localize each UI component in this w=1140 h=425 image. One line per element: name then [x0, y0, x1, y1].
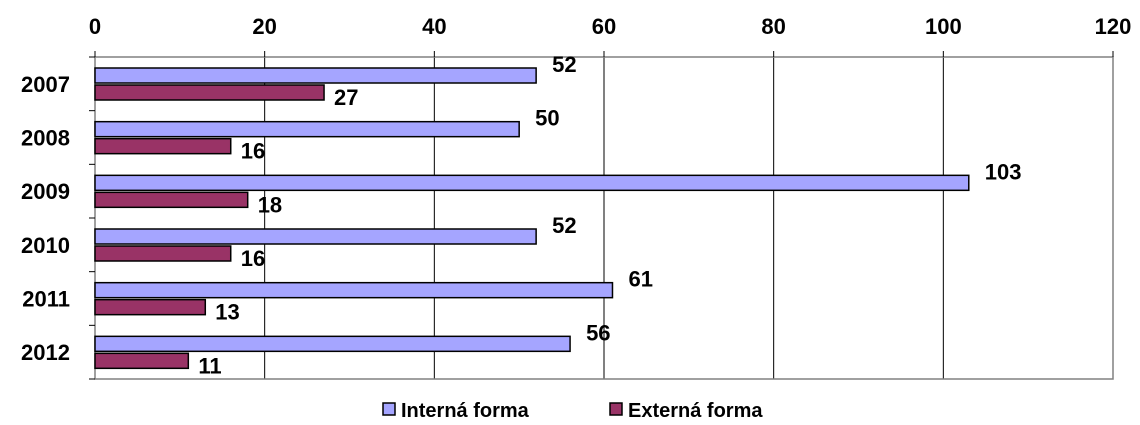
bars	[94, 67, 970, 370]
legend-label: Externá forma	[628, 400, 763, 422]
data-label: 52	[552, 52, 576, 77]
category-label: 2010	[21, 233, 70, 258]
data-label: 103	[985, 159, 1022, 184]
x-tick-label: 120	[1095, 14, 1132, 39]
bar-interna	[94, 67, 537, 84]
data-label: 13	[215, 300, 239, 325]
x-axis-ticks: 0 20 40 60 80 100 120	[89, 14, 1132, 380]
bar-externa	[94, 137, 232, 155]
bar-interna	[94, 335, 571, 353]
x-tick-label: 40	[422, 14, 446, 39]
data-label: 50	[535, 106, 559, 131]
x-tick-label: 0	[89, 14, 101, 39]
bar-externa	[94, 352, 190, 370]
bar-interna	[94, 120, 520, 138]
data-label: 52	[552, 213, 576, 238]
x-tick-label: 100	[925, 14, 962, 39]
category-label: 2012	[21, 340, 70, 365]
data-label: 16	[241, 246, 265, 271]
category-label: 2007	[21, 72, 70, 97]
legend-swatch	[382, 402, 396, 416]
bar-interna	[94, 281, 614, 299]
bar-externa	[94, 191, 249, 209]
x-tick-label: 60	[592, 14, 616, 39]
x-tick-label: 80	[761, 14, 785, 39]
bar-interna	[94, 228, 537, 245]
data-label: 11	[198, 353, 221, 378]
data-label: 16	[241, 139, 265, 164]
data-label: 61	[628, 267, 652, 292]
grid-lines	[264, 57, 944, 379]
category-label: 2011	[22, 287, 70, 312]
legend-swatch	[609, 402, 623, 416]
category-label: 2008	[21, 126, 70, 151]
data-label: 56	[586, 320, 610, 345]
legend-label: Interná forma	[401, 400, 530, 422]
data-label: 27	[334, 85, 358, 110]
x-tick-label: 20	[252, 14, 276, 39]
data-labels: 52 50 103 52 61 56 27 16 18 16 13 11	[198, 52, 1021, 378]
legend: Interná forma Externá forma	[382, 400, 763, 422]
bar-externa	[94, 245, 232, 262]
category-label: 2009	[21, 179, 70, 204]
data-label: 18	[258, 192, 282, 217]
y-axis-categories: 2007 2008 2009 2010 2011 2012	[21, 72, 70, 365]
bar-externa	[94, 298, 207, 316]
bar-interna	[94, 174, 970, 192]
bar-externa	[94, 84, 325, 101]
